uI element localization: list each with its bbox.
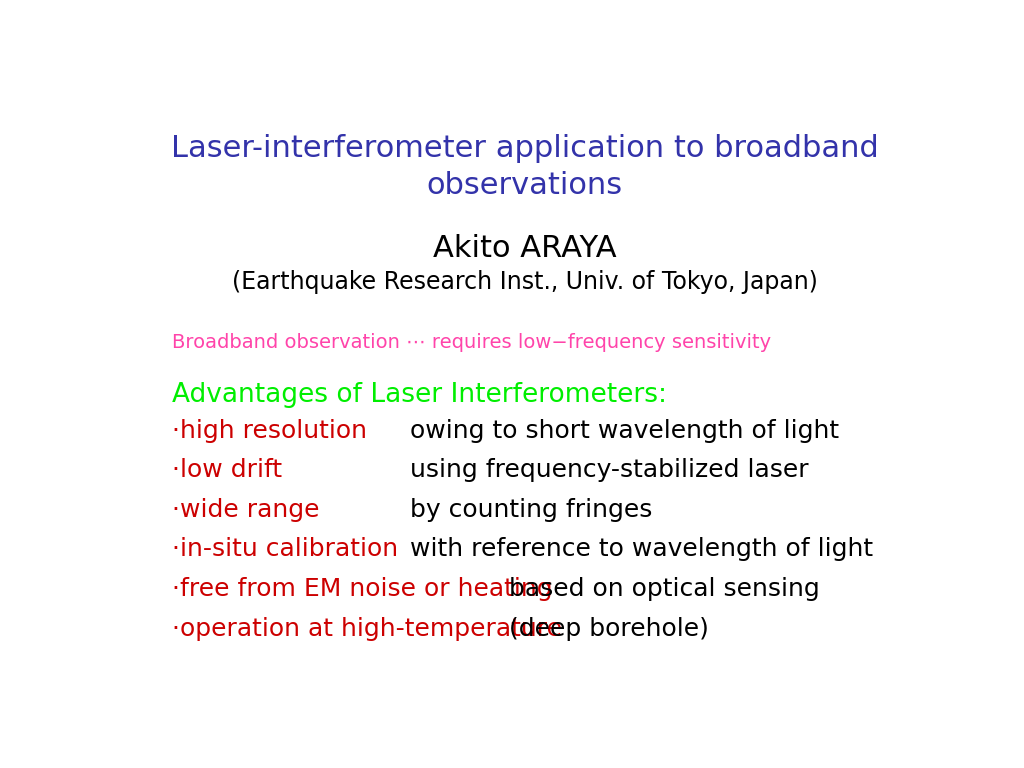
Text: with reference to wavelength of light: with reference to wavelength of light [410, 538, 872, 561]
Text: ·free from EM noise or heating: ·free from EM noise or heating [172, 577, 552, 601]
Text: using frequency-stabilized laser: using frequency-stabilized laser [410, 458, 808, 482]
Text: (Earthquake Research Inst., Univ. of Tokyo, Japan): (Earthquake Research Inst., Univ. of Tok… [231, 270, 818, 293]
Text: Laser-interferometer application to broadband
observations: Laser-interferometer application to broa… [171, 134, 879, 200]
Text: owing to short wavelength of light: owing to short wavelength of light [410, 419, 839, 442]
Text: ·in-situ calibration: ·in-situ calibration [172, 538, 397, 561]
Text: ·low drift: ·low drift [172, 458, 282, 482]
Text: ·operation at high-temperature: ·operation at high-temperature [172, 617, 561, 641]
Text: Advantages of Laser Interferometers:: Advantages of Laser Interferometers: [172, 382, 667, 408]
Text: ·wide range: ·wide range [172, 498, 319, 521]
Text: by counting fringes: by counting fringes [410, 498, 652, 521]
Text: Broadband observation ⋯ requires low−frequency sensitivity: Broadband observation ⋯ requires low−fre… [172, 333, 771, 353]
Text: Akito ARAYA: Akito ARAYA [433, 234, 616, 263]
Text: ·high resolution: ·high resolution [172, 419, 367, 442]
Text: (deep borehole): (deep borehole) [509, 617, 709, 641]
Text: based on optical sensing: based on optical sensing [509, 577, 819, 601]
